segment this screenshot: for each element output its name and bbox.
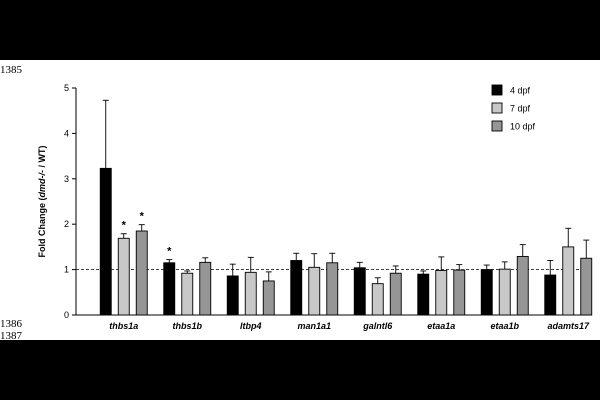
legend-label: 4 dpf (510, 86, 531, 96)
y-tick-label: 1 (64, 265, 69, 275)
bar-thbs1a-7-dpf (117, 237, 130, 316)
bar-ltbp4-10-dpf (262, 280, 275, 316)
line-number: 1386 (0, 318, 22, 330)
document-page: 1385 1386 1387 0 1 2 3 4 5 Fold Change (dmd-/… (0, 60, 600, 340)
bar-adamts17-4-dpf (544, 274, 557, 316)
y-tick-label: 0 (64, 310, 69, 320)
significance-marker: * (167, 246, 172, 258)
y-axis-title-part: dmd-/- (37, 170, 47, 198)
y-tick-label: 4 (64, 128, 69, 138)
bar-ltbp4-7-dpf (244, 271, 257, 316)
bar-thbs1a-4-dpf (99, 167, 112, 316)
y-tick-label: 3 (64, 174, 69, 184)
bar-etaa1a-10-dpf (453, 269, 466, 316)
line-number: 1385 (0, 64, 22, 76)
bar-ltbp4-4-dpf (226, 275, 239, 316)
line-number: 1387 (0, 330, 22, 340)
bar-man1a1-7-dpf (308, 266, 321, 316)
legend-swatch (491, 120, 503, 132)
y-tick-label: 2 (64, 219, 69, 229)
y-axis-title-part: / WT) (37, 146, 47, 171)
bar-thbs1b-7-dpf (181, 272, 194, 316)
legend: 4 dpf 7 dpf 10 dpf (491, 84, 536, 132)
legend-label: 7 dpf (510, 104, 531, 114)
bar-galntl6-10-dpf (389, 272, 402, 316)
bar-thbs1b-4-dpf (163, 262, 176, 316)
y-tick-label: 5 (64, 83, 69, 93)
x-category-label: adamts17 (547, 321, 590, 331)
y-axis-title-text: Fold Change (dmd-/- / WT) (37, 146, 47, 258)
bar-man1a1-10-dpf (326, 262, 339, 316)
bar-etaa1a-7-dpf (435, 270, 448, 316)
bar-galntl6-7-dpf (371, 283, 384, 316)
bar-etaa1b-4-dpf (480, 269, 493, 316)
legend-label: 10 dpf (510, 122, 536, 132)
x-category-label: galntl6 (362, 321, 393, 331)
bar-etaa1a-4-dpf (417, 273, 430, 316)
bar-adamts17-7-dpf (562, 246, 575, 316)
bar-galntl6-4-dpf (353, 267, 366, 316)
x-category-label: etaa1b (490, 321, 519, 331)
bar-thbs1a-10-dpf (135, 230, 148, 316)
fold-change-bar-chart: 0 1 2 3 4 5 Fold Change (dmd-/- / WT) * * thbs1… (37, 83, 593, 331)
legend-swatch (491, 84, 503, 96)
significance-marker: * (140, 211, 145, 223)
bar-adamts17-10-dpf (580, 257, 593, 316)
bars: * * thbs1a * thbs1b ltbp4 man1a1 galntl6 etaa1a e… (99, 99, 593, 331)
x-category-label: etaa1a (427, 321, 455, 331)
x-category-label: ltbp4 (240, 321, 262, 331)
y-axis-title-part: Fold Change ( (37, 198, 47, 258)
x-category-label: thbs1a (109, 321, 138, 331)
bar-thbs1b-10-dpf (199, 261, 212, 316)
significance-marker: * (122, 220, 127, 232)
bar-etaa1b-10-dpf (516, 255, 529, 316)
x-category-label: thbs1b (172, 321, 202, 331)
bar-etaa1b-7-dpf (498, 268, 511, 316)
bar-man1a1-4-dpf (290, 260, 303, 316)
legend-swatch (491, 102, 503, 114)
y-axis-title: Fold Change (dmd-/- / WT) (37, 146, 47, 258)
x-category-label: man1a1 (297, 321, 331, 331)
